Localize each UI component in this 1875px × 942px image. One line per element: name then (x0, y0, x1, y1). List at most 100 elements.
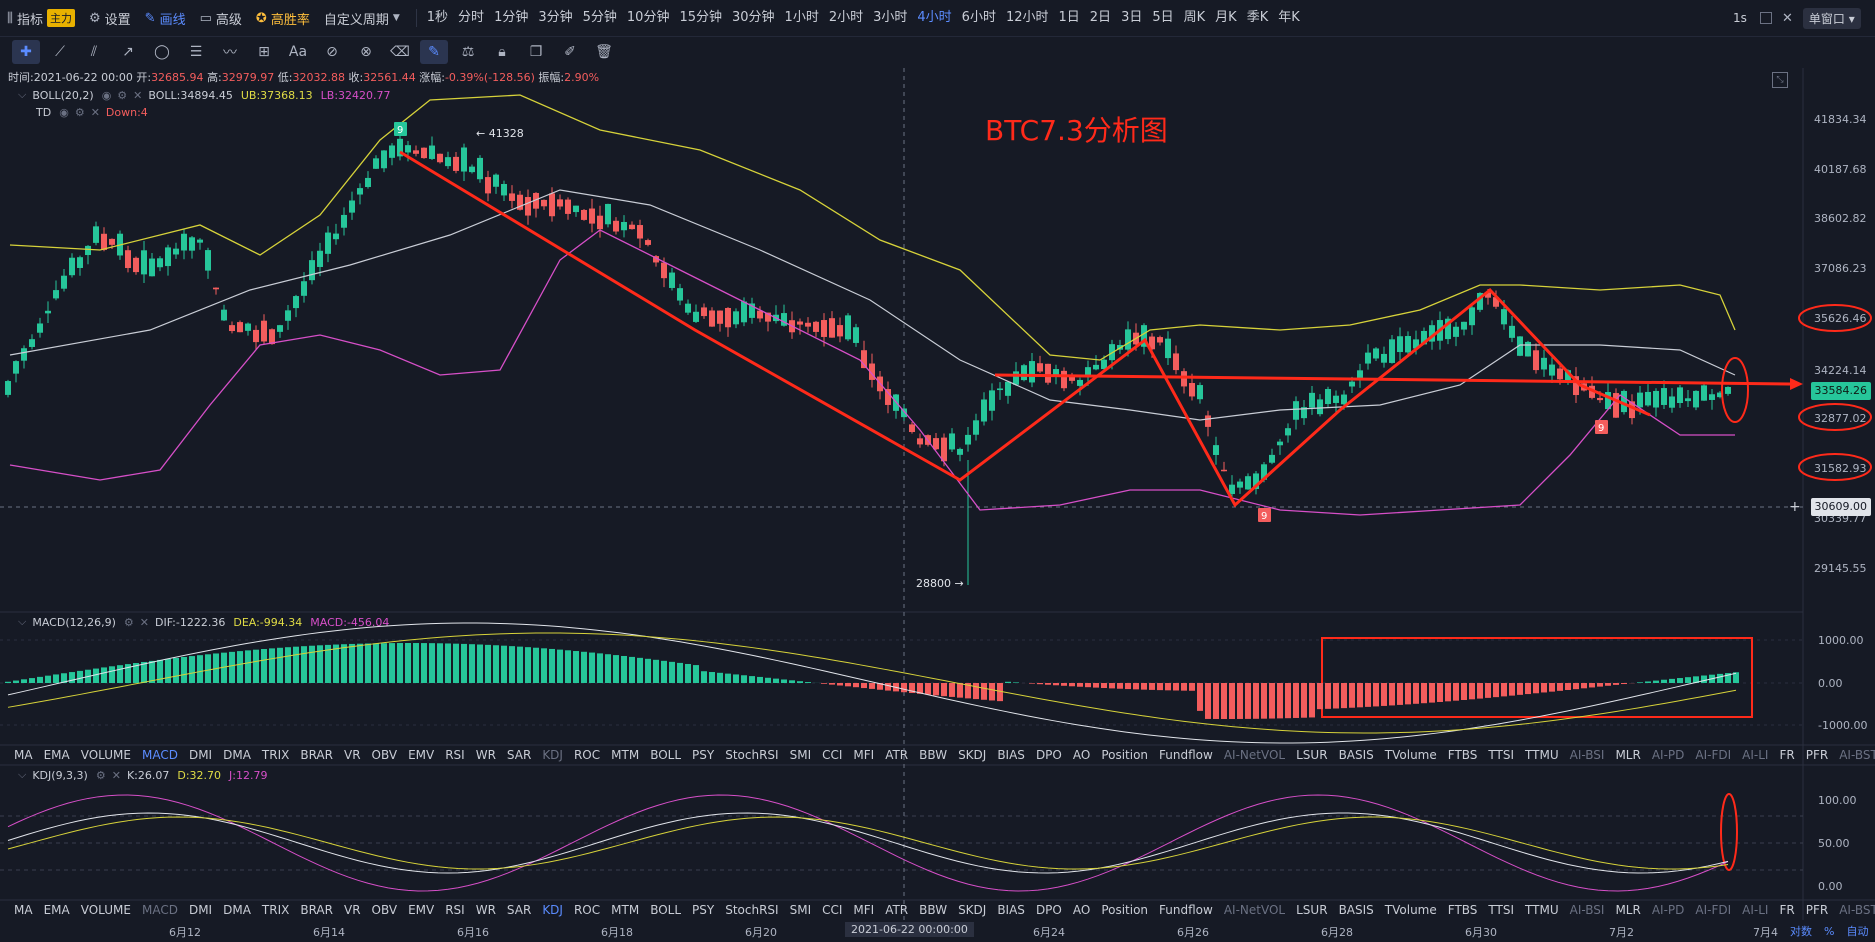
indicator-tab-ema[interactable]: EMA (43, 748, 70, 762)
indicator-tab-position[interactable]: Position (1101, 903, 1149, 917)
indicator-tab-ao[interactable]: AO (1072, 903, 1091, 917)
custom-period-dropdown[interactable]: 自定义周期 ▼ (317, 0, 411, 36)
eye-icon[interactable]: ◉ (101, 88, 112, 102)
advanced-button[interactable]: ▭ 高级 (193, 0, 249, 36)
indicator-tab-fundflow[interactable]: Fundflow (1159, 748, 1213, 762)
indicator-tab-lsur[interactable]: LSUR (1296, 748, 1328, 762)
macd-name[interactable]: MACD(12,26,9) (32, 615, 116, 629)
edit-icon[interactable]: ✐ (564, 44, 576, 60)
indicator-tab-wr[interactable]: WR (475, 748, 496, 762)
indicator-tab-wr[interactable]: WR (475, 903, 496, 917)
close-icon[interactable]: ✕ (139, 615, 149, 629)
indicator-tab-ttmu[interactable]: TTMU (1525, 903, 1559, 917)
keep-drawing-icon[interactable]: ✎ (420, 40, 448, 64)
indicator-tab-dpo[interactable]: DPO (1035, 748, 1062, 762)
indicator-tab-skdj[interactable]: SKDJ (958, 748, 987, 762)
indicator-tab-trix[interactable]: TRIX (261, 903, 290, 917)
period-13[interactable]: 12小时 (1005, 10, 1049, 25)
close-icon[interactable]: ✕ (133, 88, 143, 102)
indicator-tab-obv[interactable]: OBV (371, 903, 398, 917)
indicator-tab-dmi[interactable]: DMI (188, 748, 213, 762)
cross-cursor-icon[interactable]: ✚ (12, 40, 40, 64)
collapse-icon[interactable]: ⌵ (18, 768, 27, 781)
percent-scale-toggle[interactable]: % (1824, 925, 1835, 938)
period-1[interactable]: 分时 (458, 10, 485, 25)
indicator-tab-fr[interactable]: FR (1779, 748, 1795, 762)
indicator-tab-obv[interactable]: OBV (371, 748, 398, 762)
add-alert-icon[interactable]: + (1789, 499, 1801, 515)
close-icon[interactable]: ✕ (1782, 10, 1793, 26)
indicator-tab-stochrsi[interactable]: StochRSI (725, 903, 779, 917)
indicator-tab-roc[interactable]: ROC (573, 748, 601, 762)
settings-icon[interactable]: ⚙ (74, 106, 85, 119)
wave-icon[interactable]: 〰 (223, 45, 237, 61)
minimize-icon[interactable] (1760, 12, 1772, 24)
indicator-tab-macd[interactable]: MACD (141, 903, 178, 917)
indicator-tab-mlr[interactable]: MLR (1615, 903, 1641, 917)
indicator-tab-tvolume[interactable]: TVolume (1384, 748, 1437, 762)
indicator-tab-dpo[interactable]: DPO (1035, 903, 1062, 917)
log-scale-toggle[interactable]: 对数 (1790, 925, 1812, 938)
period-2[interactable]: 1分钟 (494, 10, 529, 25)
indicator-tab-tvolume[interactable]: TVolume (1384, 903, 1437, 917)
indicator-tab-ai-bsi[interactable]: AI-BSI (1569, 903, 1605, 917)
collapse-icon[interactable]: ⌵ (18, 88, 27, 101)
parallel-lines-icon[interactable]: ⫽ (90, 44, 98, 60)
indicator-tab-brar[interactable]: BRAR (300, 903, 333, 917)
period-17[interactable]: 5日 (1152, 10, 1174, 25)
copy-icon[interactable]: ❐ (529, 44, 543, 60)
indicator-tab-emv[interactable]: EMV (408, 903, 435, 917)
indicator-tab-bbw[interactable]: BBW (919, 748, 948, 762)
period-7[interactable]: 30分钟 (732, 10, 775, 25)
indicator-tab-cci[interactable]: CCI (822, 748, 843, 762)
period-21[interactable]: 年K (1278, 10, 1300, 25)
indicator-tab-ai-pd[interactable]: AI-PD (1651, 748, 1685, 762)
period-15[interactable]: 2日 (1089, 10, 1112, 25)
indicator-tab-ai-li[interactable]: AI-LI (1742, 903, 1769, 917)
close-icon[interactable]: ✕ (90, 106, 100, 119)
circle-icon[interactable]: ◯ (154, 44, 170, 60)
eye-icon[interactable]: ◉ (59, 106, 69, 119)
magnet-icon[interactable]: ⊘ (326, 44, 338, 60)
indicator-tab-ao[interactable]: AO (1072, 748, 1091, 762)
indicator-tab-volume[interactable]: VOLUME (80, 903, 131, 917)
indicator-tab-mlr[interactable]: MLR (1615, 748, 1641, 762)
text-icon[interactable]: Aa (288, 44, 308, 60)
auto-scale-toggle[interactable]: 自动 (1846, 925, 1869, 938)
td-name[interactable]: TD (36, 106, 52, 119)
indicator-tab-dma[interactable]: DMA (223, 903, 251, 917)
settings-icon[interactable]: ⚙ (95, 768, 106, 782)
indicator-tab-ttmu[interactable]: TTMU (1525, 748, 1559, 762)
indicator-tab-psy[interactable]: PSY (692, 903, 715, 917)
period-16[interactable]: 3日 (1121, 10, 1143, 25)
indicator-tab-fr[interactable]: FR (1779, 903, 1795, 917)
kdj-name[interactable]: KDJ(9,3,3) (32, 768, 88, 782)
indicator-tab-roc[interactable]: ROC (573, 903, 601, 917)
indicator-tab-dmi[interactable]: DMI (188, 903, 213, 917)
fibonacci-icon[interactable]: ☰ (189, 44, 203, 60)
indicator-tab-boll[interactable]: BOLL (650, 748, 682, 762)
period-18[interactable]: 周K (1183, 10, 1206, 25)
indicator-tab-boll[interactable]: BOLL (650, 903, 682, 917)
indicator-tab-ai-bst[interactable]: AI-BST (1839, 748, 1875, 762)
indicator-tab-vr[interactable]: VR (343, 903, 361, 917)
indicator-tab-ai-fdi[interactable]: AI-FDI (1695, 903, 1732, 917)
indicator-tab-rsi[interactable]: RSI (445, 903, 465, 917)
indicator-tab-kdj[interactable]: KDJ (542, 748, 563, 762)
indicator-tab-atr[interactable]: ATR (885, 748, 909, 762)
indicator-tab-basis[interactable]: BASIS (1338, 748, 1374, 762)
indicator-tab-brar[interactable]: BRAR (300, 748, 333, 762)
collapse-icon[interactable]: ⌵ (18, 615, 27, 628)
indicator-tab-mtm[interactable]: MTM (611, 903, 640, 917)
ray-icon[interactable]: ↗ (122, 44, 134, 60)
indicator-tab-stochrsi[interactable]: StochRSI (725, 748, 779, 762)
trash-icon[interactable]: 🗑︎ (595, 44, 613, 60)
indicator-tab-pfr[interactable]: PFR (1805, 903, 1829, 917)
settings-button[interactable]: ⚙ 设置 (82, 0, 138, 36)
indicator-tab-mfi[interactable]: MFI (853, 748, 875, 762)
eraser-icon[interactable]: ⌫ (390, 44, 410, 60)
measure-icon[interactable]: ⊞ (258, 44, 270, 60)
indicator-tab-mfi[interactable]: MFI (853, 903, 875, 917)
indicator-tab-lsur[interactable]: LSUR (1296, 903, 1328, 917)
indicator-tab-ttsi[interactable]: TTSI (1488, 748, 1515, 762)
